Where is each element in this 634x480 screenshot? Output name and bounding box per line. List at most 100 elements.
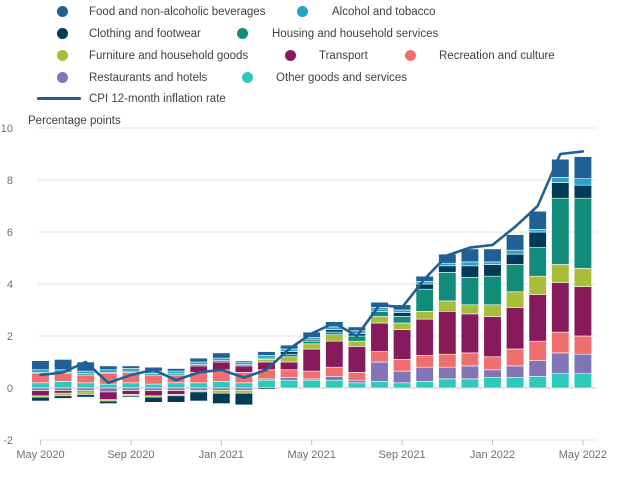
bar-segment: [212, 357, 231, 362]
bar-segment: [370, 307, 389, 311]
bar-segment: [189, 391, 208, 402]
bar-segment: [167, 370, 186, 375]
axes: -2 0 2 4 6 8 10 May 2020 Sep 2020 Jan 2021 May 202…: [1, 123, 607, 461]
bar-segment: [370, 322, 389, 352]
bar-segment: [234, 392, 253, 406]
bar-segment: [415, 310, 434, 320]
bar-segment: [415, 366, 434, 382]
bar-segment: [54, 392, 73, 397]
bar-segment: [573, 197, 592, 269]
bar-segment: [370, 316, 389, 324]
bar-segment: [528, 247, 547, 277]
bar-segment: [257, 359, 276, 363]
legend-swatch-restaurants: [57, 72, 68, 83]
bar-segment: [460, 277, 479, 306]
bar-segment: [438, 353, 457, 368]
bar-segment: [31, 360, 50, 371]
bar-segment: [483, 248, 502, 263]
legend-swatch-clothing: [57, 28, 68, 39]
legend-item-housing: Housing and household services: [272, 28, 439, 40]
bar-segment: [438, 300, 457, 312]
bar-segment: [460, 352, 479, 367]
bar-segment: [551, 182, 570, 199]
legend-item-furniture: Furniture and household goods: [89, 50, 249, 62]
bar-segment: [551, 264, 570, 284]
bar-segment: [370, 361, 389, 382]
bar-segment: [325, 334, 344, 342]
bar-segment: [393, 359, 412, 372]
bar-segment: [551, 177, 570, 183]
bar-segment: [551, 282, 570, 333]
cpi-line-layer: [39, 150, 585, 385]
bar-segment: [415, 288, 434, 312]
bar-segment: [302, 370, 321, 380]
bar-segment: [280, 379, 299, 389]
bar-segment: [280, 377, 299, 381]
bar-segment: [302, 340, 321, 345]
bar-segment: [234, 387, 253, 391]
bar-segment: [460, 261, 479, 267]
bar-segment: [76, 382, 95, 389]
bar-segment: [370, 351, 389, 363]
legend-item-recreation: Recreation and culture: [439, 50, 555, 62]
bar-segment: [370, 381, 389, 389]
bar-segment: [31, 396, 50, 402]
bar-segment: [438, 265, 457, 273]
legend-swatch-furniture: [57, 50, 68, 61]
bar-segment: [212, 387, 231, 391]
x-tick-label: Jan 2021: [199, 449, 244, 461]
bar-segment: [31, 390, 50, 397]
legend-swatch-cpi-line: [37, 97, 81, 100]
bar-segment: [573, 286, 592, 337]
bar-segment: [234, 390, 253, 394]
legend-swatch-recreation: [405, 50, 416, 61]
bar-segment: [167, 390, 186, 395]
legend-swatch-food: [57, 6, 68, 17]
bar-segment: [257, 355, 276, 359]
bar-segment: [121, 387, 140, 391]
bar-segment: [54, 395, 73, 399]
legend-swatch-transport: [285, 50, 296, 61]
bar-segment: [393, 309, 412, 313]
bar-segment: [528, 231, 547, 248]
y-tick-label: -2: [3, 435, 13, 447]
bar-segment: [99, 391, 118, 400]
bar-segment: [347, 372, 366, 381]
legend-swatch-other: [242, 72, 253, 83]
y-tick-label: 6: [7, 227, 13, 239]
bar-segment: [234, 365, 253, 373]
bar-segment: [99, 369, 118, 373]
legend-item-other: Other goods and services: [276, 72, 408, 84]
bar-segment: [438, 271, 457, 302]
bar-segment: [76, 391, 95, 395]
bar-segment: [257, 387, 276, 390]
bar-segment: [483, 316, 502, 358]
legend-swatch-alcohol: [297, 6, 308, 17]
bar-segment: [99, 400, 118, 404]
bar-segment: [212, 392, 231, 404]
bar-segment: [121, 395, 140, 398]
bar-segment: [280, 361, 299, 371]
bar-segment: [438, 378, 457, 389]
bar-segment: [573, 156, 592, 180]
bar-segment: [483, 304, 502, 317]
bar-segment: [99, 365, 118, 371]
bar-segment: [415, 381, 434, 389]
bar-segment: [144, 374, 163, 385]
bar-segment: [506, 264, 525, 293]
bar-segment: [460, 304, 479, 315]
y-axis-title: Percentage points: [28, 115, 121, 127]
bar-segment: [573, 184, 592, 199]
legend-item-cpi-line: CPI 12-month inflation rate: [89, 93, 226, 105]
bar-segment: [167, 368, 186, 372]
bar-segment: [144, 396, 163, 403]
bar-segment: [393, 329, 412, 360]
bar-segment: [506, 291, 525, 308]
bar-segment: [121, 390, 140, 395]
bar-segment: [528, 375, 547, 389]
chart-legend: Food and non-alcoholic beverages Alcohol…: [0, 0, 634, 112]
bar-segment: [506, 249, 525, 255]
bar-segment: [167, 387, 186, 391]
bar-segment: [54, 373, 73, 382]
